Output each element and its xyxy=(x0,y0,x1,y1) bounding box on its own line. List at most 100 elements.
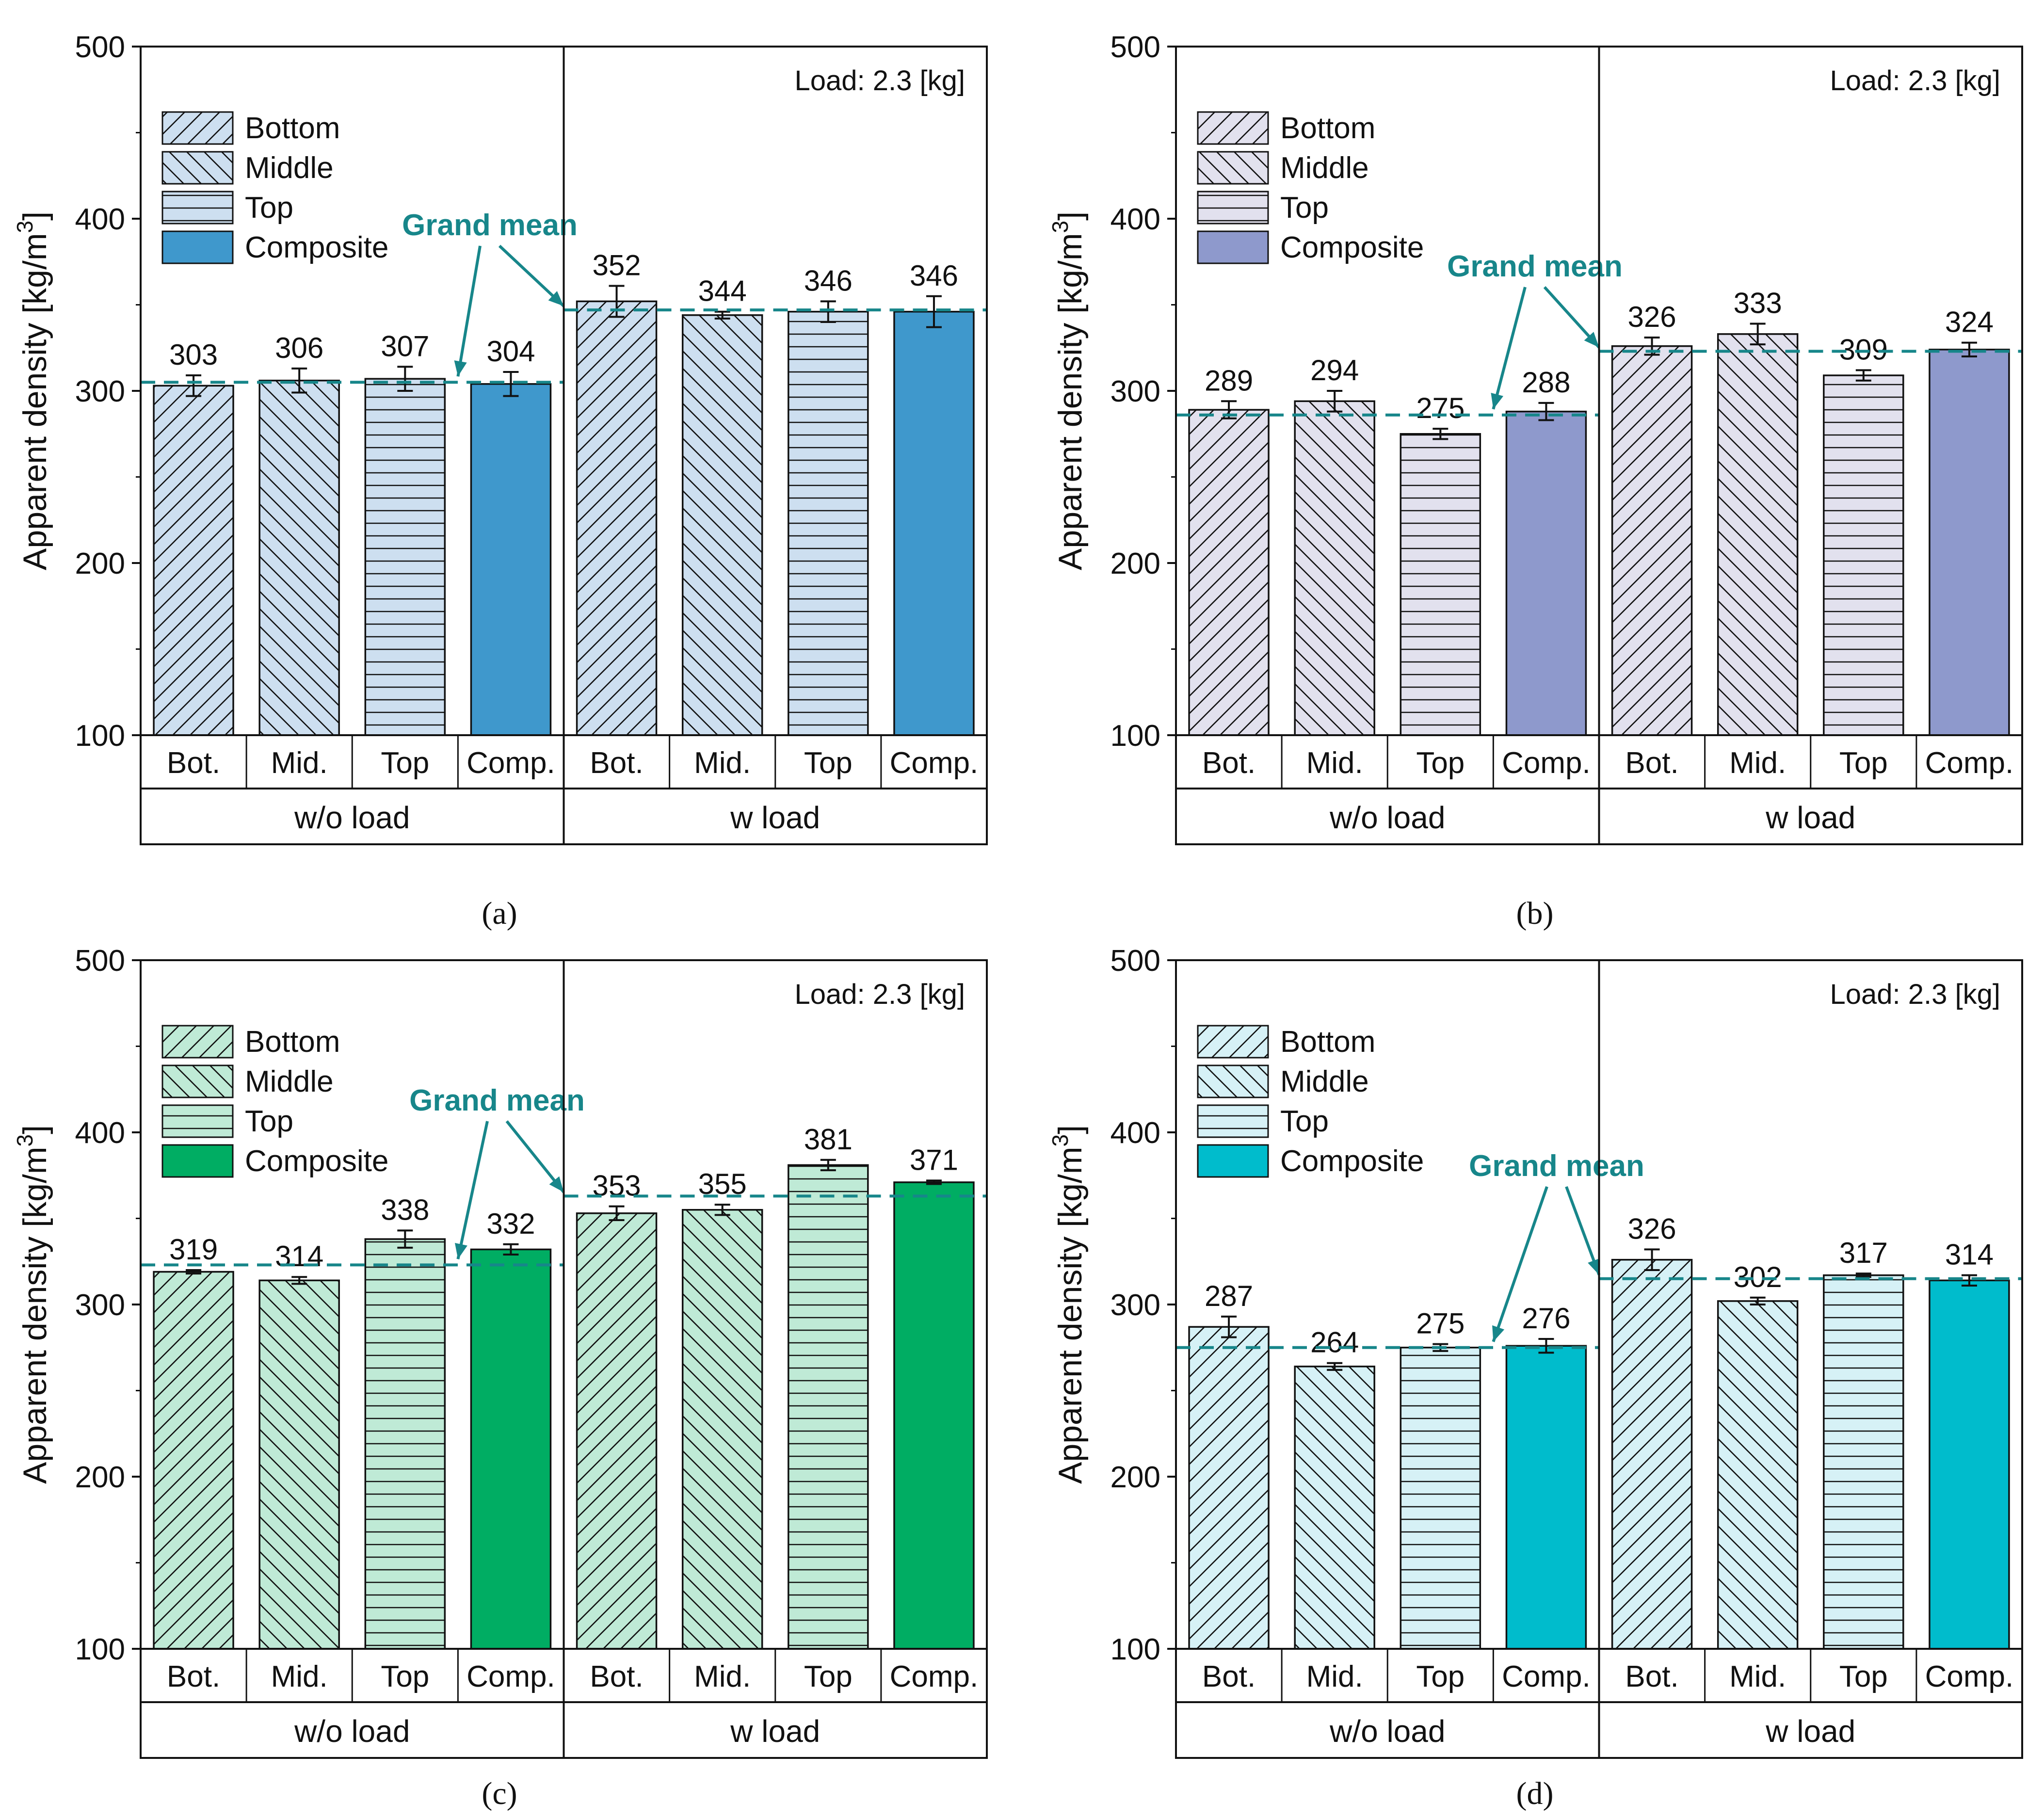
legend-entry: Composite xyxy=(245,231,388,264)
legend-swatch xyxy=(161,191,234,225)
x-category-label: Comp. xyxy=(890,1660,979,1693)
data-label: 338 xyxy=(381,1193,429,1226)
y-axis-title-main: Apparent density [kg/m xyxy=(1052,233,1089,570)
data-label: 307 xyxy=(381,330,429,362)
y-tick-label: 500 xyxy=(1111,944,1160,978)
annotation-arrow xyxy=(1492,1186,1548,1342)
y-axis-title-close: ] xyxy=(16,211,53,221)
x-category-label: Mid. xyxy=(271,746,328,780)
data-label: 303 xyxy=(169,338,218,371)
data-label: 288 xyxy=(1522,366,1570,399)
data-label: 309 xyxy=(1839,333,1888,366)
bar xyxy=(364,1238,446,1650)
y-tick-label: 300 xyxy=(1111,375,1160,408)
y-axis-title-close: ] xyxy=(1052,1125,1089,1134)
bar xyxy=(1611,1258,1693,1650)
x-category-label: Bot. xyxy=(1625,746,1678,780)
x-category-label: Comp. xyxy=(1502,1660,1591,1693)
x-category-label: Top xyxy=(804,1660,853,1693)
data-label: 346 xyxy=(804,264,853,297)
annotation-arrow xyxy=(1565,1186,1601,1275)
data-label: 294 xyxy=(1310,354,1359,387)
y-axis-title-sup: 3 xyxy=(12,1134,37,1147)
legend-swatch xyxy=(1197,151,1269,185)
y-axis-title: Apparent density [kg/m3] xyxy=(12,211,53,570)
x-category-label: Comp. xyxy=(1925,746,2014,780)
bar xyxy=(576,300,658,736)
y-tick-label: 300 xyxy=(1111,1288,1160,1322)
x-category-label: Comp. xyxy=(890,746,979,780)
data-label: 346 xyxy=(910,259,958,292)
data-label: 304 xyxy=(486,335,535,368)
annotation-arrowhead xyxy=(548,291,564,306)
x-group-label: w load xyxy=(730,1714,820,1749)
legend-swatch xyxy=(161,151,234,185)
bar xyxy=(1400,1347,1481,1650)
grand-mean-annotation: Grand mean xyxy=(409,1084,585,1117)
y-tick-label: 200 xyxy=(75,547,125,580)
x-category-label: Mid. xyxy=(271,1660,328,1693)
bar xyxy=(470,1248,552,1650)
x-group-label: w load xyxy=(730,800,820,835)
y-axis-title-close: ] xyxy=(16,1125,53,1134)
x-category-label: Mid. xyxy=(1306,746,1363,780)
legend-entry: Top xyxy=(1280,191,1329,225)
bar xyxy=(1717,1300,1799,1650)
legend-entry: Middle xyxy=(245,151,334,185)
bar xyxy=(364,378,446,736)
legend-entry: Bottom xyxy=(1280,112,1375,145)
grand-mean-annotation: Grand mean xyxy=(1469,1149,1644,1183)
legend-entry: Bottom xyxy=(1280,1025,1375,1059)
bar xyxy=(1611,345,1693,736)
data-label: 314 xyxy=(275,1240,323,1272)
legend-swatch xyxy=(161,1144,234,1178)
x-category-label: Bot. xyxy=(590,1660,643,1693)
x-category-label: Comp. xyxy=(1502,746,1591,780)
x-category-label: Mid. xyxy=(1729,1660,1786,1693)
legend-entry: Composite xyxy=(1280,231,1424,264)
bar xyxy=(893,310,975,736)
legend-swatch xyxy=(1197,1104,1269,1138)
legend-swatch xyxy=(1197,230,1269,264)
x-category-label: Bot. xyxy=(1625,1660,1678,1693)
annotation-arrowhead xyxy=(1588,1258,1600,1275)
panel-caption: (c) xyxy=(482,1776,517,1811)
y-tick-label: 200 xyxy=(1111,1461,1160,1494)
y-tick-label: 100 xyxy=(75,719,125,753)
bar xyxy=(576,1212,658,1650)
legend-swatch xyxy=(1197,191,1269,225)
x-group-label: w load xyxy=(1765,800,1855,835)
data-label: 326 xyxy=(1628,301,1676,333)
annotation-arrowhead xyxy=(454,360,467,377)
data-label: 344 xyxy=(698,275,747,307)
data-label: 324 xyxy=(1945,306,1994,338)
legend-entry: Middle xyxy=(1280,1065,1369,1098)
x-category-label: Top xyxy=(1839,746,1888,780)
bar xyxy=(681,1209,763,1650)
y-tick-label: 100 xyxy=(75,1633,125,1666)
panel-caption: (b) xyxy=(1516,896,1554,931)
x-group-label: w/o load xyxy=(1329,1714,1445,1749)
data-label: 264 xyxy=(1310,1326,1359,1359)
x-category-label: Mid. xyxy=(694,746,751,780)
x-group-label: w/o load xyxy=(294,800,410,835)
y-tick-label: 300 xyxy=(75,375,125,408)
y-tick-label: 500 xyxy=(75,944,125,978)
grand-mean-annotation: Grand mean xyxy=(1447,250,1623,283)
annotation-arrowhead xyxy=(1584,332,1599,348)
annotation-arrowhead xyxy=(1492,1325,1505,1342)
bar xyxy=(470,383,552,736)
legend-entry: Middle xyxy=(1280,151,1369,185)
x-category-label: Bot. xyxy=(1202,746,1255,780)
y-tick-label: 100 xyxy=(1111,1633,1160,1666)
bar xyxy=(681,314,763,736)
panel-caption: (d) xyxy=(1516,1776,1554,1811)
legend-swatch xyxy=(1197,1064,1269,1098)
bar xyxy=(1929,1279,2010,1650)
x-group-label: w/o load xyxy=(294,1714,410,1749)
x-category-label: Top xyxy=(381,746,429,780)
y-tick-label: 500 xyxy=(75,31,125,64)
bar xyxy=(1823,374,1904,736)
